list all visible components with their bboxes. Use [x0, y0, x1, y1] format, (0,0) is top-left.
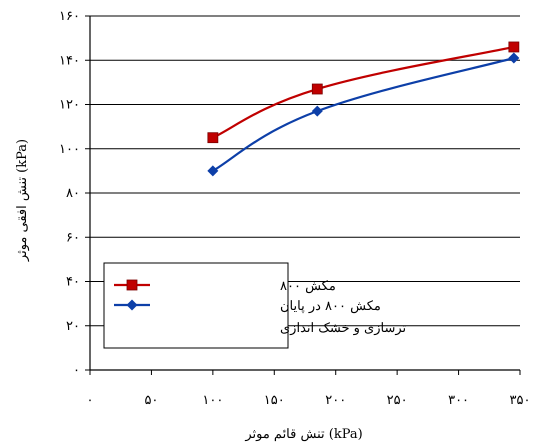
x-axis-title: تنش قائم موثر (kPa)	[244, 427, 362, 442]
y-tick-label-60: ۶۰	[66, 230, 80, 245]
x-tick-label-0: ۰	[87, 393, 94, 408]
y-tick-label-80: ۸۰	[66, 186, 80, 201]
legend-marker-0	[126, 279, 138, 291]
x-tick-label-250: ۲۵۰	[387, 393, 408, 408]
series-0-point-0	[207, 132, 219, 144]
legend: مکش ۸۰۰ مکش ۸۰۰ در پایان ترسازی و خشک اندا…	[103, 262, 407, 349]
series-group	[207, 41, 520, 177]
x-tick-label-200: ۲۰۰	[325, 393, 346, 408]
x-tick-label-50: ۵۰	[144, 393, 158, 408]
y-tick-label-0: ۰	[73, 363, 80, 378]
y-tick-labels: ۰ ۲۰ ۴۰ ۶۰ ۸۰ ۱۰۰ ۱۲۰ ۱۴۰ ۱۶۰	[59, 9, 80, 378]
y-tick-label-120: ۱۲۰	[59, 98, 80, 113]
axes	[85, 15, 521, 375]
series-line-0	[212, 45, 515, 139]
y-tick-label-20: ۲۰	[66, 319, 80, 334]
series-0-point-1	[311, 83, 323, 95]
series-line-1	[212, 56, 515, 172]
y-tick-label-140: ۱۴۰	[59, 53, 80, 68]
series-1-point-0	[207, 165, 219, 177]
legend-label-1-1: ترسازی و خشک اندازی	[280, 321, 407, 336]
legend-marker-1	[126, 299, 138, 311]
y-tick-label-160: ۱۶۰	[59, 9, 80, 24]
x-tick-labels: ۰ ۵۰ ۱۰۰ ۱۵۰ ۲۰۰ ۲۵۰ ۳۰۰ ۳۵۰	[87, 393, 531, 408]
legend-label-1-0: مکش ۸۰۰ در پایان	[280, 299, 381, 314]
series-1-point-1	[311, 105, 323, 117]
y-axis-title: تنش افقی موثر (kPa)	[15, 139, 30, 262]
y-tick-label-100: ۱۰۰	[59, 142, 80, 157]
x-tick-label-350: ۳۵۰	[510, 393, 531, 408]
series-0-point-2	[508, 41, 520, 53]
x-tick-label-100: ۱۰۰	[202, 393, 223, 408]
y-tick-label-40: ۴۰	[66, 275, 80, 290]
series-1-point-2	[508, 52, 520, 64]
x-tick-label-150: ۱۵۰	[264, 393, 285, 408]
x-tick-label-300: ۳۰۰	[448, 393, 469, 408]
legend-label-0-0: مکش ۸۰۰	[280, 279, 336, 294]
